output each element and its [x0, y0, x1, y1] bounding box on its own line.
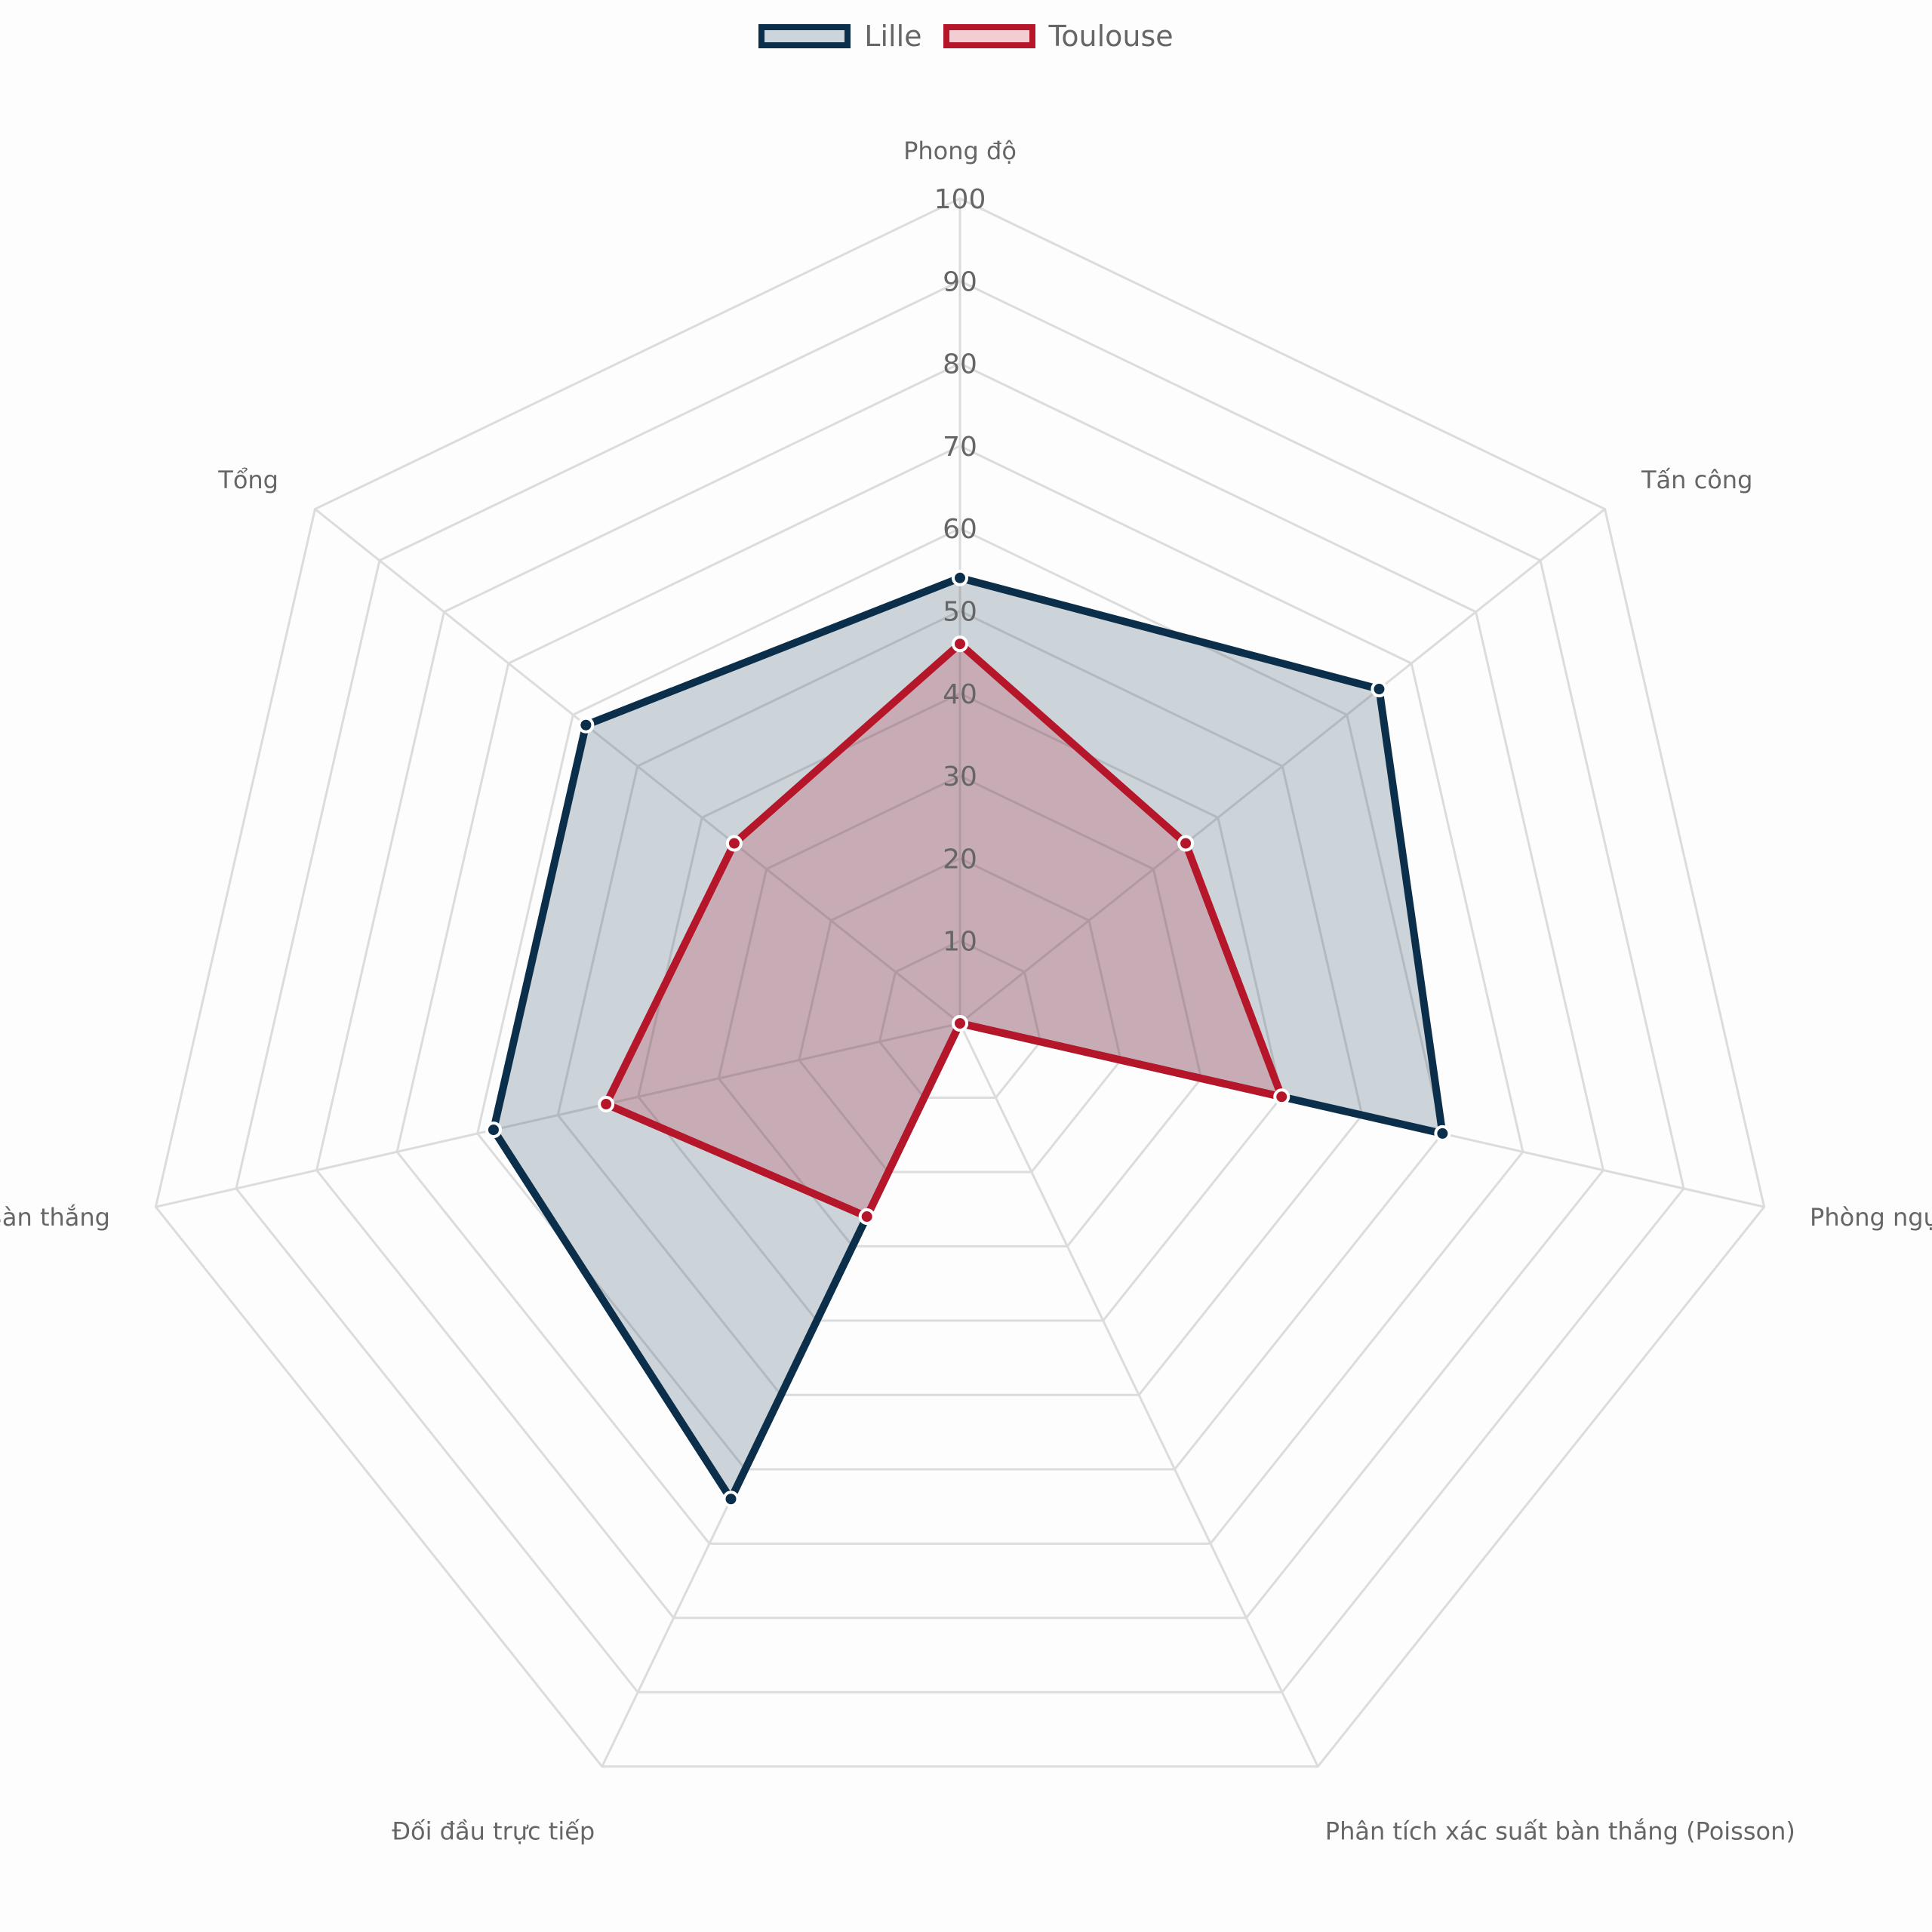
series-area-lille [489, 574, 1447, 1507]
data-point-lille-4 [722, 1491, 740, 1508]
grid-ring-50 [556, 609, 1364, 1396]
axis-label-3: Phân tích xác suất bàn thắng (Poisson) [1325, 1817, 1795, 1846]
data-point-lille-0 [952, 569, 968, 586]
axis-label-6: Tổng [217, 466, 278, 494]
grid-ring-70 [395, 445, 1524, 1545]
legend: Lille Toulouse [0, 20, 1932, 53]
tick-label-90: 90 [943, 266, 977, 297]
spoke-6 [314, 508, 961, 1025]
data-point-lille-1 [1371, 681, 1388, 698]
legend-label-toulouse: Toulouse [1048, 20, 1174, 53]
data-point-toulouse-0 [952, 635, 968, 653]
legend-item-toulouse[interactable]: Toulouse [943, 20, 1174, 53]
radar-grid [154, 197, 1766, 1768]
tick-label-50: 50 [943, 597, 977, 628]
spoke-3 [958, 1023, 1319, 1767]
radial-tick-labels: 10 20 30 40 50 60 70 80 90 100 [934, 184, 986, 958]
grid-ring-30 [717, 774, 1203, 1247]
tick-label-80: 80 [943, 349, 977, 380]
spoke-5 [155, 1022, 961, 1208]
radar-series [485, 569, 1451, 1508]
tick-label-10: 10 [943, 927, 977, 958]
data-point-lille-6 [577, 716, 595, 734]
grid-ring-60 [476, 527, 1444, 1471]
legend-item-lille[interactable]: Lille [758, 20, 922, 53]
data-point-toulouse-2 [1273, 1088, 1291, 1106]
legend-label-lille: Lille [864, 20, 922, 53]
axis-label-2: Phòng ngự [1810, 1203, 1932, 1232]
data-point-toulouse-3 [952, 1015, 968, 1032]
axis-label-4: Đối đầu trực tiếp [392, 1817, 595, 1846]
legend-swatch-toulouse [943, 24, 1035, 48]
axis-label-1: Tấn công [1641, 466, 1752, 494]
tick-label-40: 40 [943, 679, 977, 710]
data-point-toulouse-6 [725, 835, 743, 852]
tick-label-70: 70 [943, 432, 977, 463]
data-point-toulouse-4 [858, 1208, 875, 1226]
data-point-lille-2 [1434, 1124, 1451, 1142]
tick-label-30: 30 [943, 761, 977, 792]
grid-ring-20 [798, 857, 1122, 1174]
axis-label-5: Bàn thắng [0, 1203, 110, 1232]
axis-label-0: Phong độ [903, 137, 1017, 165]
axis-labels: Phong độ Tấn công Phòng ngự Phân tích xác s… [0, 137, 1932, 1846]
data-point-lille-5 [485, 1121, 502, 1139]
tick-label-20: 20 [943, 844, 977, 875]
tick-label-60: 60 [943, 514, 977, 545]
data-point-toulouse-1 [1177, 835, 1195, 852]
grid-ring-80 [315, 361, 1605, 1620]
legend-swatch-lille [758, 24, 851, 48]
series-area-toulouse [601, 638, 1288, 1222]
tick-label-100: 100 [934, 184, 986, 215]
data-point-toulouse-5 [598, 1096, 615, 1113]
spoke-1 [959, 508, 1606, 1025]
grid-ring-90 [235, 279, 1685, 1694]
grid-ring-10 [878, 940, 1042, 1099]
grid-ring-40 [637, 692, 1283, 1322]
grid-ring-100 [154, 197, 1766, 1768]
